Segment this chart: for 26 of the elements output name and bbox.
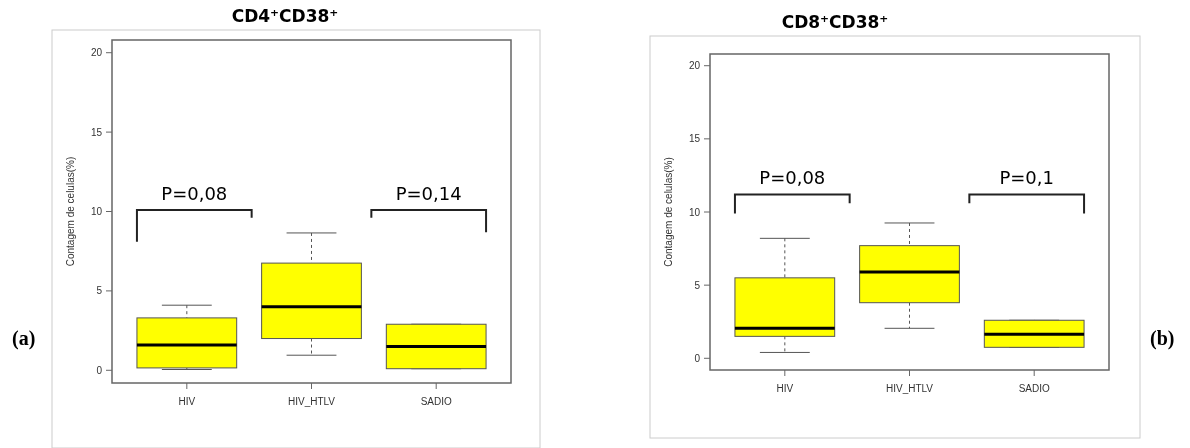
x-tick-label: SADIO [420, 396, 452, 407]
x-tick-label: HIV_HTLV [885, 383, 934, 394]
x-tick-label: SADIO [1018, 383, 1050, 394]
annotation: P=0,08 [161, 182, 228, 204]
y-tick-label: 0 [694, 352, 701, 364]
y-tick-label: 20 [688, 60, 701, 72]
y-tick-label: 5 [96, 285, 103, 297]
y-tick-label: 20 [90, 47, 103, 59]
x-tick-label: HIV [776, 383, 794, 394]
y-tick-label: 15 [90, 126, 103, 138]
text: (a) [12, 327, 36, 350]
text: (b) [1150, 327, 1175, 350]
annotation: P=0,08 [759, 167, 826, 189]
y-tick-label: 10 [688, 206, 701, 218]
chart-title: CD4⁺CD38⁺ [231, 6, 339, 26]
y-tick-label: 10 [90, 206, 103, 217]
y-axis-title: Contagem de celulas(%) [663, 157, 674, 267]
x-tick-label: HIV_HTLV [287, 396, 336, 407]
y-axis-title: Contagem de celulas(%) [65, 156, 76, 267]
annotation: P=0,14 [395, 182, 462, 204]
y-tick-label: 5 [694, 279, 701, 291]
y-tick-label: 0 [96, 364, 103, 376]
annotation: P=0,1 [999, 167, 1054, 189]
y-tick-label: 15 [688, 133, 701, 145]
chart-title: CD8⁺CD38⁺ [781, 12, 889, 32]
x-tick-label: HIV [178, 396, 196, 407]
